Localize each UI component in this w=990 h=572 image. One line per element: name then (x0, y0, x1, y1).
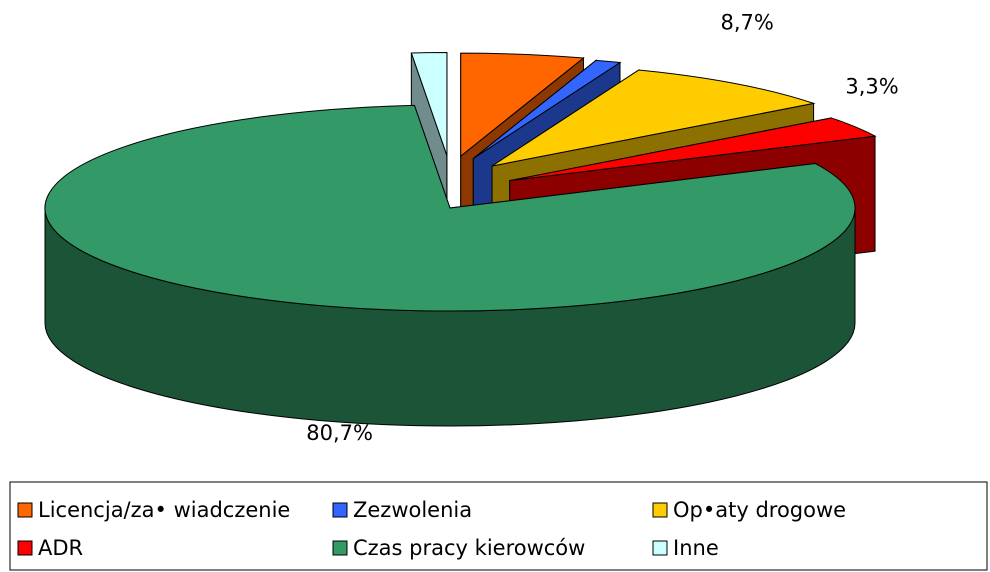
slice-top (410, 52, 448, 156)
slice-top (472, 59, 622, 159)
legend-label: ADR (38, 536, 83, 560)
slice-top (460, 52, 585, 158)
legend-swatch (17, 540, 33, 556)
legend-swatch (332, 502, 348, 518)
legend-label: Zezwolenia (353, 498, 472, 522)
slice-top (491, 69, 816, 167)
legend-box (9, 481, 988, 571)
legend-swatch (332, 540, 348, 556)
slice-top (44, 104, 856, 312)
legend-swatch (17, 502, 33, 518)
legend-label: Op•aty drogowe (673, 498, 846, 522)
data-label: 3,3% (845, 75, 898, 99)
legend-label: Inne (673, 536, 719, 560)
legend-label: Czas pracy kierowców (353, 536, 585, 560)
data-label: 8,7% (721, 11, 774, 35)
legend-label: Licencja/za• wiadczenie (38, 498, 290, 522)
data-label: 80,7% (306, 421, 373, 445)
data-label: 1,0% (588, 0, 641, 2)
legend-swatch (652, 540, 668, 556)
legend-swatch (652, 502, 668, 518)
pie-slice (44, 104, 856, 427)
slice-top (509, 117, 877, 182)
